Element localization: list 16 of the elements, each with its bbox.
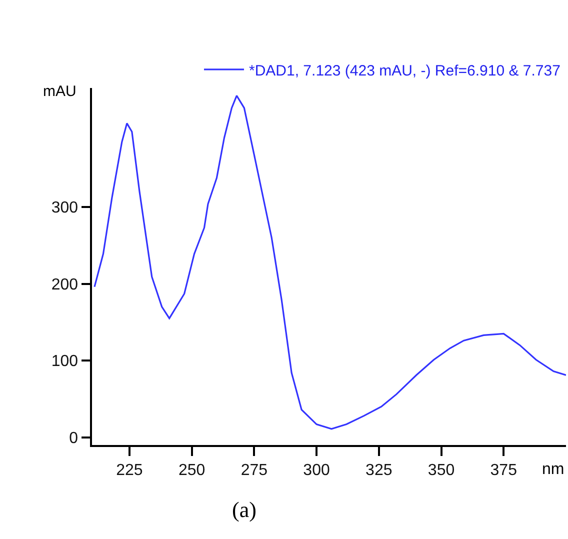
y-tick-label: 200	[51, 276, 78, 294]
line-series	[94, 94, 566, 430]
y-axis-title: mAU	[43, 83, 76, 100]
y-tick-label: 300	[51, 200, 78, 217]
legend-label: *DAD1, 7.123 (423 mAU, -) Ref=6.910 & 7.737	[249, 62, 560, 80]
x-tick-label: 325	[366, 462, 392, 479]
x-tick-label: 275	[240, 462, 268, 479]
y-tick-label: 100	[51, 353, 78, 370]
text: (a)	[232, 497, 256, 522]
x-tick-label: 300	[303, 462, 330, 479]
x-tick-label: 250	[178, 462, 206, 479]
x-tick-label: 375	[490, 462, 518, 479]
x-tick-label: 350	[428, 462, 455, 479]
x-axis-title: nm	[542, 461, 564, 478]
x-tick-label: 225	[116, 462, 143, 479]
y-tick-label: 0	[69, 430, 78, 447]
